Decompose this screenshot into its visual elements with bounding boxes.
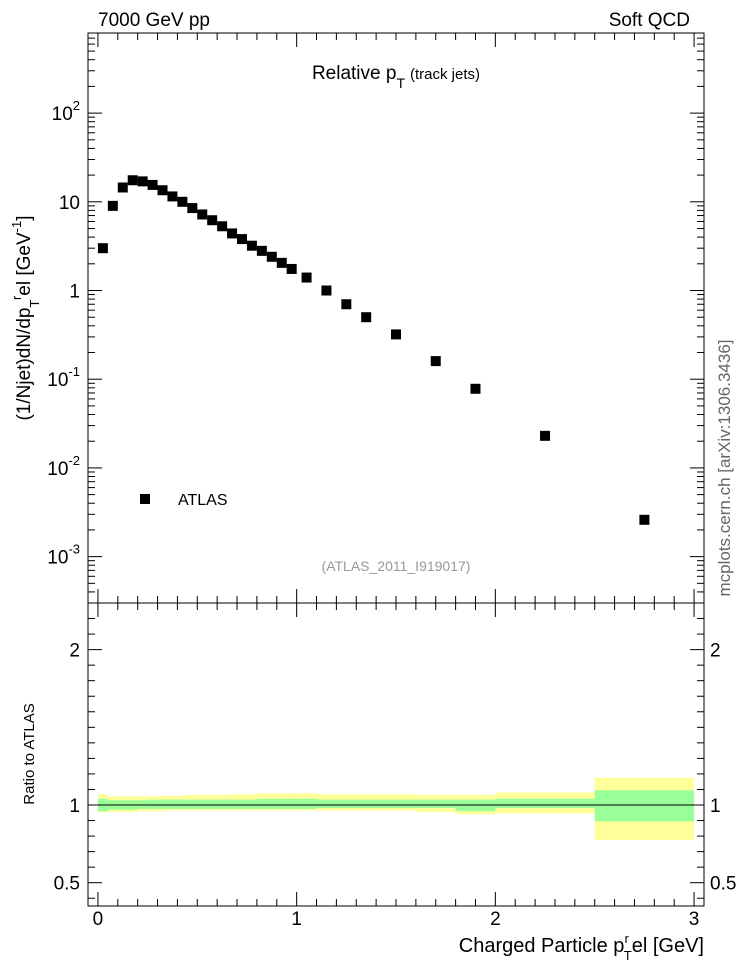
data-point	[97, 243, 108, 254]
ratio-ytick-label-right: 1	[710, 796, 721, 817]
analysis-reference: (ATLAS_2011_I919017)	[322, 558, 471, 574]
header-left: 7000 GeV pp	[98, 10, 210, 31]
ratio-ytick-labels: 0.5 0.5 1 1 2 2	[54, 641, 737, 895]
xtick-label: 3	[689, 909, 700, 930]
xtick-label: 1	[291, 909, 302, 930]
ratio-ytick-label-left: 0.5	[54, 874, 80, 895]
data-point	[157, 185, 168, 196]
data-point	[177, 196, 188, 207]
data-point	[391, 329, 401, 340]
data-point	[246, 240, 257, 251]
ratio-ytick-label-right: 0.5	[710, 874, 736, 895]
stat-uncertainty-band	[316, 799, 337, 809]
main-panel: 10-3 10-2 10-1 1 10 102 Relative pT (track jet…	[9, 32, 705, 604]
plot-title: Relative pT (track jets)	[312, 63, 480, 91]
stat-uncertainty-band	[256, 798, 267, 809]
stat-uncertainty-band	[594, 790, 695, 822]
xtick-label: 2	[490, 909, 501, 930]
data-point	[266, 251, 277, 262]
data-point	[639, 514, 650, 525]
stat-uncertainty-band	[237, 799, 247, 809]
stat-uncertainty-band	[356, 799, 377, 809]
stat-uncertainty-band	[286, 798, 297, 809]
xlabel: Charged Particle pr Tel [GeV]	[459, 931, 704, 963]
stat-uncertainty-band	[207, 799, 218, 809]
ratio-xtick-labels: 0 1 2 3	[93, 909, 700, 930]
data-point	[256, 245, 267, 256]
data-point	[321, 285, 332, 296]
side-label: mcplots.cern.ch [arXiv:1306.3436]	[715, 339, 734, 596]
main-ylabel: (1/Njet)dN/dpTrel [GeV-1]	[9, 215, 42, 420]
data-points	[97, 175, 650, 525]
stat-uncertainty-band	[246, 799, 257, 809]
stat-uncertainty-band	[187, 799, 198, 809]
legend-label: ATLAS	[178, 492, 228, 509]
ratio-ytick-label-left: 1	[69, 796, 80, 817]
data-point	[217, 221, 228, 232]
stat-uncertainty-band	[495, 798, 595, 809]
plot-title-main: Relative p	[312, 63, 397, 84]
stat-uncertainty-band	[296, 798, 317, 809]
data-point	[207, 215, 218, 226]
data-point	[107, 200, 118, 211]
data-point	[301, 272, 312, 283]
ratio-axis-ticks	[88, 603, 704, 906]
ratio-bands	[97, 777, 695, 840]
stat-uncertainty-band	[167, 799, 178, 809]
legend-marker	[140, 494, 150, 504]
stat-uncertainty-band	[227, 799, 238, 809]
ytick-label: 102	[52, 98, 80, 125]
stat-uncertainty-band	[217, 799, 228, 809]
main-ytick-labels: 10-3 10-2 10-1 1 10 102	[47, 98, 80, 569]
ratio-ylabel: Ratio to ATLAS	[21, 703, 38, 804]
ratio-ytick-label-right: 2	[710, 641, 721, 662]
data-point	[167, 191, 178, 202]
stat-uncertainty-band	[177, 799, 188, 809]
data-point	[341, 299, 352, 310]
xtick-label: 0	[93, 909, 104, 930]
data-point	[187, 203, 198, 214]
data-point	[197, 209, 208, 220]
data-point	[276, 257, 287, 268]
data-point	[430, 356, 441, 367]
ratio-ytick-label-left: 2	[69, 641, 80, 662]
stat-uncertainty-band	[276, 798, 287, 809]
stat-uncertainty-band	[147, 799, 158, 809]
ytick-label: 1	[69, 282, 80, 303]
data-point	[117, 182, 128, 193]
data-point	[540, 430, 551, 441]
main-frame	[87, 32, 705, 604]
data-point	[286, 263, 297, 274]
plot-title-note: (track jets)	[410, 66, 480, 83]
data-point	[137, 176, 148, 187]
data-point	[147, 179, 158, 190]
data-point	[127, 175, 138, 186]
data-point	[470, 383, 481, 394]
data-point	[361, 312, 372, 323]
ytick-label: 10	[59, 193, 80, 214]
ratio-panel: 0.5 0.5 1 1 2 2 0 1 2 3 Ratio to ATLAS Charged P…	[21, 602, 737, 963]
stat-uncertainty-band	[157, 799, 168, 809]
stat-uncertainty-band	[197, 799, 208, 809]
stat-uncertainty-band	[415, 799, 456, 809]
stat-uncertainty-band	[376, 799, 416, 809]
plot-title-sub: T	[396, 75, 405, 91]
stat-uncertainty-band	[336, 799, 357, 809]
header-right: Soft QCD	[609, 10, 690, 31]
data-point	[237, 234, 247, 245]
data-point	[227, 228, 238, 239]
ytick-label: 10-3	[47, 542, 80, 569]
ytick-label: 10-2	[47, 453, 80, 480]
ytick-label: 10-1	[47, 364, 80, 391]
ratio-frame	[87, 602, 705, 907]
stat-uncertainty-band	[266, 798, 277, 809]
main-axis-ticks	[88, 32, 704, 604]
